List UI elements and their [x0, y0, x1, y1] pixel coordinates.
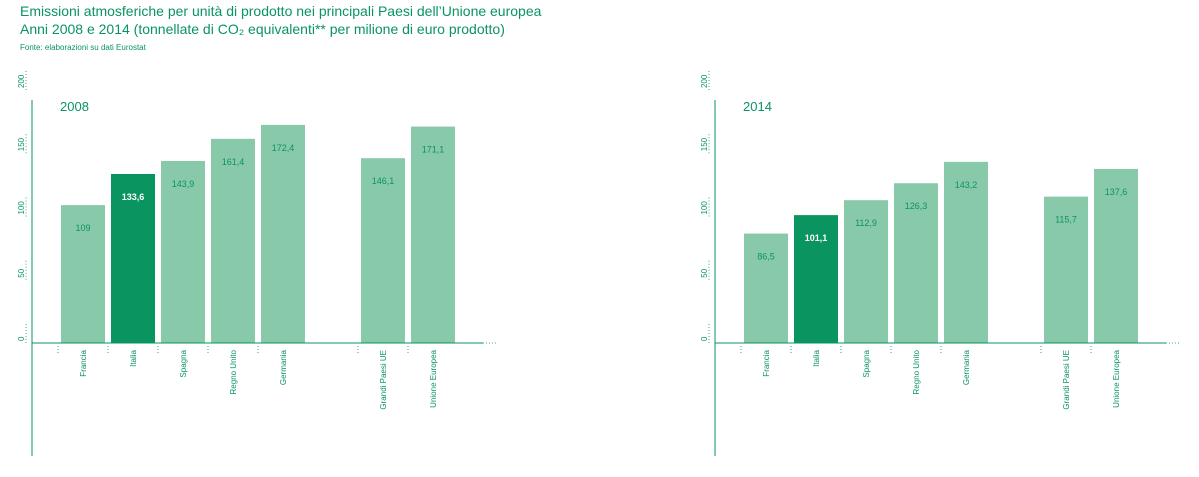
- y-tick-label: 0: [17, 336, 26, 341]
- category-label: Spagna: [862, 349, 871, 377]
- bar-value-label: 133,6: [122, 192, 145, 202]
- bar-unione-europea: [1094, 168, 1138, 343]
- category-label: Regno Unito: [912, 349, 921, 394]
- bar-value-label: 126,3: [905, 201, 928, 211]
- bar-value-label: 137,6: [1105, 187, 1128, 197]
- bar-regno-unito: [894, 183, 938, 343]
- category-label: Italia: [812, 349, 821, 366]
- chart-source: Fonte: elaborazioni su dati Eurostat: [20, 43, 146, 52]
- category-label: Francia: [762, 349, 771, 376]
- bar-francia: [61, 205, 105, 343]
- bar-regno-unito: [211, 138, 255, 343]
- y-tick-label: 100: [700, 201, 709, 215]
- category-label: Spagna: [179, 349, 188, 377]
- panel-year-label: 2008: [60, 99, 89, 114]
- category-label: Unione Europea: [1112, 349, 1121, 407]
- bar-value-label: 161,4: [222, 157, 245, 167]
- y-tick-label: 100: [17, 201, 26, 215]
- bar-value-label: 146,1: [372, 176, 395, 186]
- category-label: Unione Europea: [429, 349, 438, 407]
- bar-germania: [944, 161, 988, 343]
- bar-value-label: 86,5: [757, 252, 775, 262]
- y-tick-label: 0: [700, 336, 709, 341]
- bar-value-label: 171,1: [422, 145, 445, 155]
- chart-panel-2008: 0 50 100 150 200 2008 109 Francia 133,6 Italia 143…: [17, 70, 496, 456]
- y-tick-label: 50: [17, 268, 26, 277]
- chart-header: Emissioni atmosferiche per unità di prod…: [20, 2, 541, 53]
- chart-subtitle: Anni 2008 e 2014 (tonnellate di CO₂ equi…: [20, 21, 505, 37]
- bar-spagna: [161, 160, 205, 343]
- bar-value-label: 101,1: [805, 233, 828, 243]
- chart-panel-2014: 0 50 100 150 200 2014 86,5 Francia 101,1 Italia 11…: [700, 70, 1179, 456]
- category-label: Grandi Paesi UE: [379, 350, 388, 410]
- y-tick-label: 150: [17, 137, 26, 151]
- bar-value-label: 109: [75, 223, 90, 233]
- category-label: Italia: [129, 349, 138, 366]
- bar-grandi-paesi-ue: [361, 158, 405, 343]
- category-label: Francia: [79, 349, 88, 376]
- y-tick-label: 150: [700, 137, 709, 151]
- bar-value-label: 143,9: [172, 179, 195, 189]
- category-label: Germania: [279, 349, 288, 385]
- panel-year-label: 2014: [743, 99, 772, 114]
- category-label: Grandi Paesi UE: [1062, 350, 1071, 410]
- bar-value-label: 172,4: [272, 143, 295, 153]
- y-tick-label: 50: [700, 268, 709, 277]
- category-label: Germania: [962, 349, 971, 385]
- bar-germania: [261, 124, 305, 343]
- y-tick-label: 200: [17, 74, 26, 88]
- y-tick-label: 200: [700, 74, 709, 88]
- bar-unione-europea: [411, 126, 455, 343]
- bar-francia: [744, 233, 788, 343]
- bar-italia: [794, 215, 838, 343]
- category-label: Regno Unito: [229, 349, 238, 394]
- bar-spagna: [844, 200, 888, 343]
- chart-title: Emissioni atmosferiche per unità di prod…: [20, 3, 542, 19]
- bar-value-label: 112,9: [855, 218, 877, 228]
- bar-value-label: 115,7: [1055, 215, 1077, 225]
- bar-grandi-paesi-ue: [1044, 196, 1088, 343]
- bar-value-label: 143,2: [955, 180, 978, 190]
- bar-italia: [111, 173, 155, 343]
